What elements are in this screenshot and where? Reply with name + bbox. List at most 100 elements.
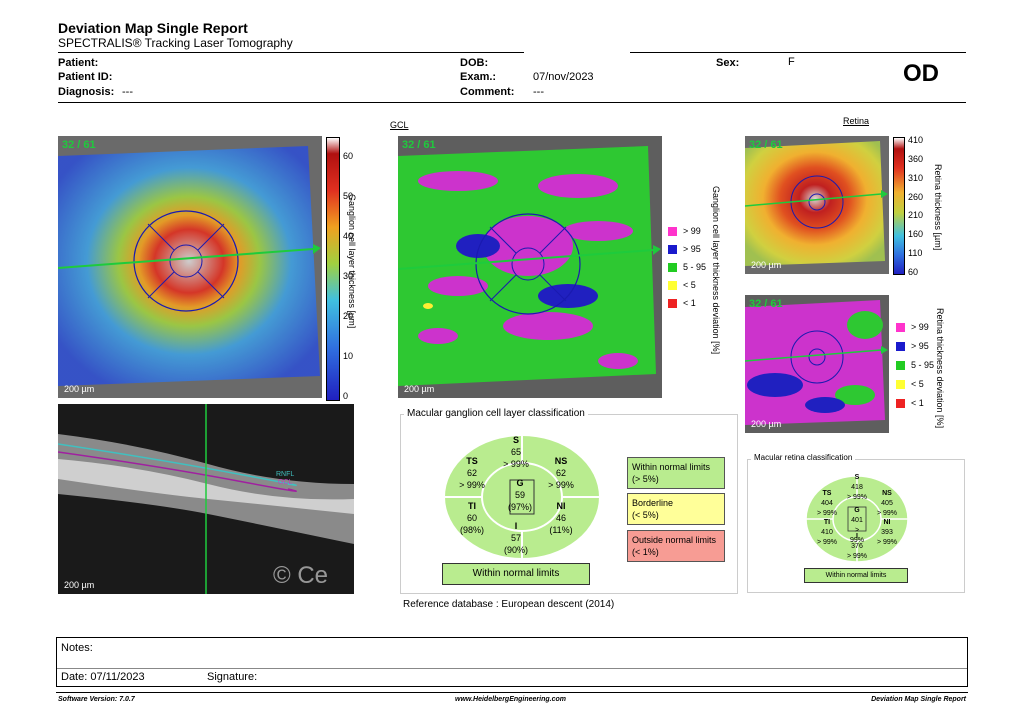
retina-thickness-tick: 410 (908, 135, 924, 145)
gcl-thickness-tick: 30 (343, 271, 354, 281)
retina-classification-panel (747, 459, 965, 593)
retina-sector-value: 393 (881, 529, 893, 536)
gcl-deviation-scale: 200 µm (404, 384, 435, 394)
legend-borderline: Borderline (< 5%) (627, 493, 725, 525)
retina-sector-s: S 418 > 99% (842, 473, 872, 503)
retina-classification-title: Macular retina classification (751, 453, 856, 462)
retina-thickness-tick: 160 (908, 229, 924, 240)
gcl-deviation-legend-swatch (668, 244, 677, 254)
bscan-scale: 200 µm (64, 580, 95, 590)
gcl-deviation-legend-item: > 95 (668, 244, 701, 254)
eye-indicator: OD (903, 60, 939, 87)
footer-url[interactable]: www.HeidelbergEngineering.com (455, 696, 566, 703)
retina-thickness-map-graphic (745, 136, 889, 274)
gcl-sector-pct: > 99% (503, 459, 529, 469)
retina-deviation-legend-swatch (896, 322, 905, 332)
gcl-sector-value: 60 (466, 513, 477, 523)
retina-sector-value: 418 (851, 484, 863, 491)
gcl-sector-value: 57 (510, 533, 521, 543)
gcl-sector-name: G (516, 478, 524, 488)
gcl-classification-result: Within normal limits (442, 563, 590, 585)
gcl-deviation-legend-swatch (668, 262, 677, 272)
patient-label: Patient: (58, 57, 99, 69)
retina-sector-value: 376 (851, 543, 863, 550)
gcl-sector-ns: NS 62 > 99% (541, 455, 581, 491)
gcl-deviation-legend-item: 5 - 95 (668, 262, 706, 272)
retina-deviation-legend-swatch (896, 360, 905, 370)
gcl-thickness-map-graphic (58, 136, 322, 398)
retina-sector-pct: > 99% (816, 539, 838, 546)
gcl-sector-s: S 65 > 99% (496, 434, 536, 470)
retina-sector-name: NI (883, 519, 891, 526)
footer-report-name: Deviation Map Single Report (871, 696, 966, 703)
notes-box: Notes: Date: 07/11/2023 Signature: (56, 637, 968, 687)
notes-divider (57, 668, 967, 669)
footer-divider (56, 692, 968, 693)
retina-section-label: Retina (843, 116, 870, 126)
notes-label: Notes: (61, 642, 93, 654)
sex-label: Sex: (716, 57, 740, 69)
retina-sector-ni: NI 393 > 99% (872, 518, 902, 548)
gcl-deviation-legend-label: < 1 (683, 298, 696, 308)
legend-within-normal: Within normal limits (> 5%) (627, 457, 725, 489)
gcl-layer-label: GCL (278, 479, 293, 486)
signature-label: Signature: (207, 671, 258, 683)
legend-outside-normal-pct: (< 1%) (632, 547, 659, 557)
dob-label: DOB: (460, 57, 489, 69)
legend-within-normal-label: Within normal limits (632, 462, 711, 472)
sex-value: F (788, 56, 795, 68)
retina-thickness-colorbar-label: Retina thickness [µm] (933, 164, 943, 251)
gcl-thickness-tick: 10 (343, 351, 354, 361)
gcl-deviation-legend-swatch (668, 280, 677, 290)
gcl-sector-i: I 57 (90%) (496, 520, 536, 556)
report-subtitle: SPECTRALIS® Tracking Laser Tomography (58, 36, 293, 50)
gcl-deviation-legend-label: 5 - 95 (683, 262, 707, 272)
gcl-sector-pct: (98%) (459, 525, 484, 535)
retina-deviation-legend-swatch (896, 341, 905, 351)
gcl-sector-name: S (512, 435, 519, 445)
retina-deviation-legend-label: < 1 (911, 398, 924, 408)
retina-sector-value: 401 (851, 517, 863, 524)
retina-deviation-legend-swatch (896, 398, 905, 408)
gcl-deviation-legend-swatch (668, 298, 677, 308)
gcl-sector-name: NS (554, 456, 568, 466)
legend-borderline-pct: (< 5%) (632, 510, 659, 520)
gcl-sector-ni: NI 46 (11%) (541, 500, 581, 536)
gcl-deviation-map: 32 / 61 200 µm (398, 136, 662, 398)
retina-thickness-tick: 110 (908, 248, 923, 259)
retina-thickness-map: 32 / 61 200 µm (745, 136, 889, 274)
patient-id-label: Patient ID: (58, 71, 113, 83)
retina-deviation-legend-item: 5 - 95 (896, 360, 934, 370)
retina-sector-pct: > 99% (816, 510, 838, 517)
gcl-sector-value: 65 (510, 447, 521, 457)
retina-deviation-map: 32 / 61 200 µm (745, 295, 889, 433)
retina-deviation-legend-label: > 99 (911, 322, 929, 332)
gcl-sector-pct: > 99% (459, 480, 485, 490)
report-title: Deviation Map Single Report (58, 20, 248, 36)
gcl-thickness-scale: 200 µm (64, 384, 95, 394)
retina-deviation-legend-label: 5 - 95 (911, 360, 935, 370)
gcl-deviation-legend-item: < 5 (668, 280, 696, 290)
retina-thickness-colorbar (893, 137, 905, 275)
retina-sector-name: TI (823, 519, 831, 526)
oct-bscan-image: RNFL GCL © Ce 200 µm (58, 404, 354, 594)
gcl-thickness-tick: 50 (343, 191, 354, 201)
gcl-sector-name: NI (556, 501, 566, 511)
header-bottom-divider (58, 102, 966, 103)
reference-database: Reference database : European descent (2… (403, 599, 615, 610)
retina-sector-i: I 376 > 99% (842, 532, 872, 562)
retina-deviation-legend-label: > 95 (911, 341, 929, 351)
gcl-section-label: GCL (390, 120, 409, 130)
gcl-thickness-colorbar-label: Ganglion cell layer thickness [µm] (347, 194, 357, 329)
retina-deviation-legend-item: > 99 (896, 322, 929, 332)
gcl-sector-value: 46 (555, 513, 566, 523)
gcl-deviation-frame-label: 32 / 61 (402, 139, 436, 151)
gcl-sector-name: TS (466, 456, 478, 466)
exam-value: 07/nov/2023 (533, 71, 594, 83)
retina-sector-pct: > 99% (849, 527, 864, 544)
gcl-thickness-tick: 0 (343, 391, 349, 401)
retina-thickness-tick: 210 (908, 210, 924, 221)
gcl-thickness-colorbar (326, 137, 340, 401)
retina-sector-ns: NS 405 > 99% (872, 489, 902, 519)
retina-sector-g: G 401 > 99% (847, 506, 867, 546)
